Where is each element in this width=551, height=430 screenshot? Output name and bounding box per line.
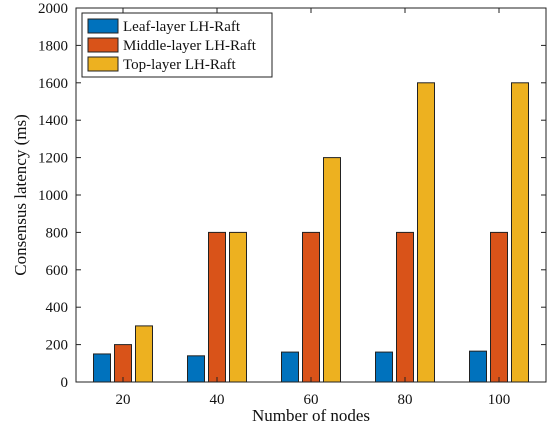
bar-top-100	[511, 82, 529, 383]
bar-top-40	[229, 231, 247, 383]
x-tick-label: 80	[398, 392, 413, 408]
x-axis: 20 40 60 80 100	[116, 8, 511, 408]
y-tick-label: 1000	[38, 188, 68, 204]
x-tick-label: 60	[304, 392, 319, 408]
bar-top-20	[135, 325, 153, 383]
y-tick-label: 1400	[38, 113, 68, 129]
y-axis-title: Consensus latency (ms)	[11, 114, 30, 275]
x-tick-label: 100	[488, 392, 511, 408]
y-tick-label: 200	[46, 338, 69, 354]
legend: Leaf-layer LH-Raft Middle-layer LH-Raft …	[81, 12, 273, 78]
y-axis: 0 200 400 600 800 1000 1200 1400 1600 1800 2000	[38, 1, 546, 391]
y-tick-label: 1800	[38, 38, 68, 54]
bar-middle-40	[208, 231, 226, 383]
bar-top-60	[323, 157, 341, 383]
x-tick-label: 40	[210, 392, 225, 408]
y-tick-label: 0	[61, 375, 69, 391]
y-tick-label: 600	[46, 263, 69, 279]
legend-swatch-middle	[87, 37, 119, 53]
legend-swatch-top	[87, 56, 119, 72]
legend-label-middle: Middle-layer LH-Raft	[123, 38, 257, 54]
bar-leaf-40	[187, 355, 205, 383]
legend-label-leaf: Leaf-layer LH-Raft	[123, 19, 241, 35]
y-tick-label: 1200	[38, 151, 68, 167]
bar-leaf-100	[469, 350, 487, 383]
bar-leaf-20	[93, 353, 111, 383]
bars-layer	[93, 82, 529, 383]
y-tick-label: 400	[46, 300, 69, 316]
legend-label-top: Top-layer LH-Raft	[123, 57, 236, 73]
x-axis-title: Number of nodes	[252, 406, 370, 425]
bar-middle-100	[490, 231, 508, 383]
bar-top-80	[417, 82, 435, 383]
bar-leaf-80	[375, 351, 393, 383]
bar-leaf-60	[281, 351, 299, 383]
y-tick-label: 1600	[38, 76, 68, 92]
bar-middle-20	[114, 344, 132, 383]
bar-middle-60	[302, 231, 320, 383]
legend-swatch-leaf	[87, 18, 119, 34]
bar-middle-80	[396, 231, 414, 383]
y-tick-label: 800	[46, 225, 69, 241]
x-tick-label: 20	[116, 392, 131, 408]
y-tick-label: 2000	[38, 1, 68, 17]
